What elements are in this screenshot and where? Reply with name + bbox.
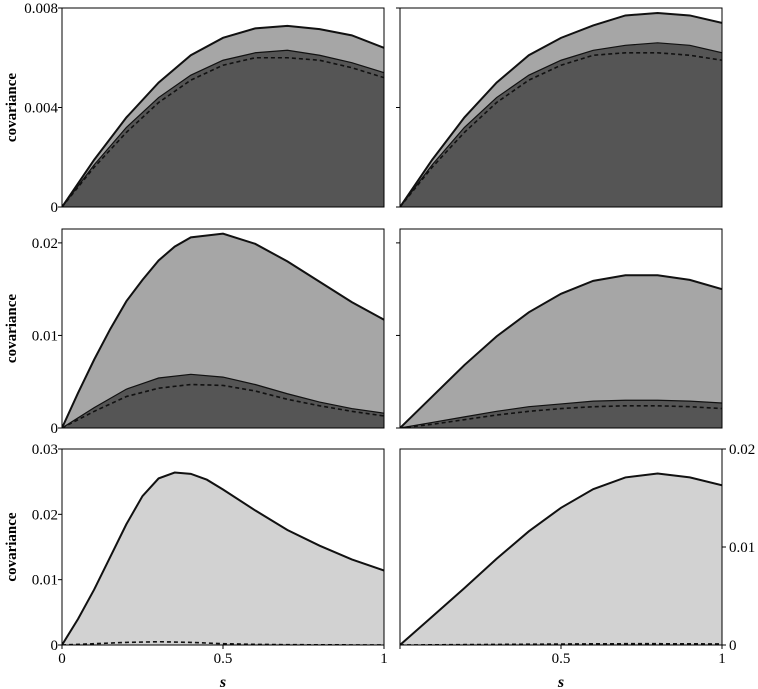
x-tick-label: 0.5 bbox=[552, 651, 571, 667]
y-tick-label: 0.02 bbox=[32, 507, 58, 523]
y-tick-label: 0.02 bbox=[32, 236, 58, 252]
panel-1: 0 0.004 0.008 covariance bbox=[4, 1, 385, 216]
x-tick-label: 1 bbox=[718, 651, 726, 667]
curve-dashed bbox=[400, 642, 722, 645]
y-tick-label: 0.004 bbox=[24, 101, 58, 117]
y-tick-label: 0 bbox=[51, 200, 59, 216]
curve-light bbox=[400, 472, 722, 645]
y-axis-title: covariance bbox=[4, 73, 20, 142]
x-tick-label: 0 bbox=[58, 651, 66, 667]
panel-3: 0 0.01 0.02 covariance bbox=[4, 228, 385, 437]
y-axis-title: covariance bbox=[4, 512, 20, 581]
panel-frame bbox=[399, 228, 723, 429]
area-light bbox=[62, 472, 384, 645]
area-dark bbox=[62, 50, 384, 207]
panel-4 bbox=[396, 228, 723, 429]
x-axis-title: s bbox=[219, 674, 226, 689]
area-dark bbox=[400, 400, 722, 428]
plot-area bbox=[400, 472, 722, 645]
plot-area bbox=[62, 232, 384, 428]
curve-dark bbox=[400, 42, 722, 207]
x-tick-label: 0.5 bbox=[214, 651, 233, 667]
plot-area bbox=[400, 274, 722, 428]
curve-mid bbox=[62, 24, 384, 207]
area-mid bbox=[62, 233, 384, 428]
curve-light bbox=[62, 471, 384, 645]
y-tick-label: 0.03 bbox=[32, 442, 58, 458]
y-tick-label: 0 bbox=[51, 421, 59, 437]
area-dark bbox=[62, 374, 384, 428]
panel-2 bbox=[396, 7, 723, 208]
panel-5: 0 0.01 0.02 0.03 0 0.5 1 covariance s bbox=[4, 442, 388, 689]
curve-dark bbox=[400, 399, 722, 428]
curve-mid bbox=[400, 274, 722, 428]
plot-area bbox=[62, 24, 384, 207]
y-tick-label: 0 bbox=[729, 638, 737, 654]
curve-dark bbox=[62, 373, 384, 428]
panel-6: 0 0.01 0.02 0.5 1 s bbox=[399, 442, 755, 689]
curve-dashed bbox=[62, 383, 384, 428]
area-dark bbox=[400, 42, 722, 207]
area-mid bbox=[400, 275, 722, 428]
curve-dark bbox=[62, 49, 384, 207]
panel-frame bbox=[61, 228, 385, 429]
y-tick-label: 0.02 bbox=[729, 442, 755, 458]
y-axis-title: covariance bbox=[4, 294, 20, 363]
curve-dashed bbox=[400, 404, 722, 428]
x-tick-label: 1 bbox=[380, 651, 388, 667]
area-light bbox=[400, 473, 722, 645]
x-axis-title: s bbox=[557, 674, 564, 689]
curve-mid bbox=[400, 11, 722, 207]
y-tick-label: 0 bbox=[51, 638, 59, 654]
plot-area bbox=[400, 11, 722, 207]
curve-dashed bbox=[400, 51, 722, 207]
y-tick-label: 0.01 bbox=[729, 540, 755, 556]
curve-dashed bbox=[62, 56, 384, 207]
plot-area bbox=[62, 471, 384, 645]
y-tick-label: 0.01 bbox=[32, 328, 58, 344]
y-tick-label: 0.008 bbox=[24, 1, 58, 17]
y-tick-label: 0.01 bbox=[32, 573, 58, 589]
curve-mid bbox=[62, 232, 384, 428]
